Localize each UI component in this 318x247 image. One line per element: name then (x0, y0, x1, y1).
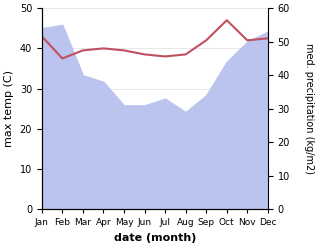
X-axis label: date (month): date (month) (114, 233, 196, 243)
Y-axis label: max temp (C): max temp (C) (4, 70, 14, 147)
Y-axis label: med. precipitation (kg/m2): med. precipitation (kg/m2) (304, 43, 314, 174)
